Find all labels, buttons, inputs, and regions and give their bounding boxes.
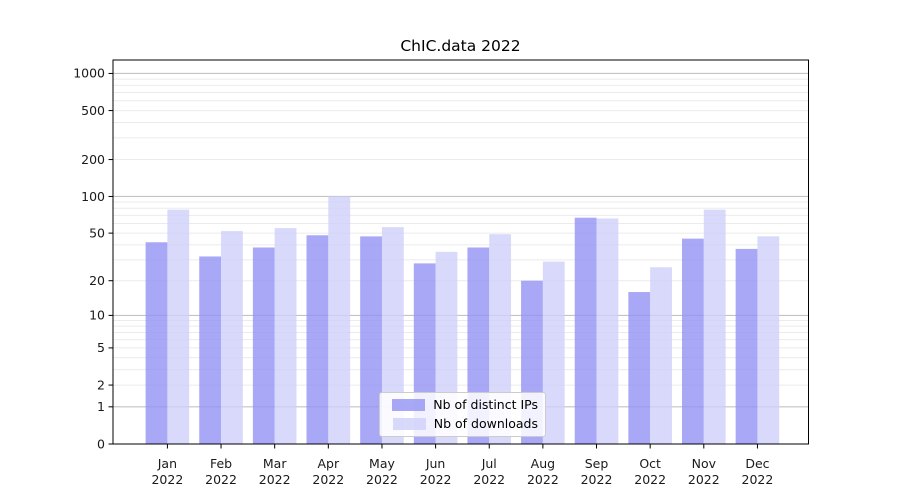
bar-downloads-jan [167, 209, 190, 444]
bar-downloads-nov [703, 209, 726, 444]
x-tick-label: Jun 2022 [420, 456, 452, 487]
y-tick-label: 10 [89, 308, 105, 323]
x-tick-label: Aug 2022 [527, 456, 559, 487]
bar-distinct-ips-mar [252, 247, 275, 444]
y-tick-label: 5 [97, 340, 105, 355]
plot-border [112, 59, 809, 445]
legend-swatch-distinct-ips [392, 399, 426, 411]
bar-distinct-ips-apr [306, 235, 329, 444]
x-tick-label: Apr 2022 [312, 456, 344, 487]
y-tick-label: 0 [97, 436, 105, 451]
y-tick-label: 1 [97, 399, 105, 414]
bar-distinct-ips-feb [199, 256, 222, 444]
bar-distinct-ips-nov [682, 238, 704, 444]
x-tick-label: May 2022 [366, 456, 398, 487]
x-tick-label: Jul 2022 [473, 456, 505, 487]
bar-downloads-feb [221, 231, 243, 444]
x-tick-label: Mar 2022 [259, 456, 291, 487]
bar-distinct-ips-may [360, 236, 382, 444]
legend: Nb of distinct IPs Nb of downloads [379, 392, 546, 437]
y-tick-label: 500 [81, 103, 105, 118]
y-tick-label: 1000 [73, 66, 105, 81]
axes: 0 1 2 5 10 20 50 100 200 500 1000 Jan 2022 Feb 2022 Mar… [73, 59, 809, 487]
bar-distinct-ips-sep [574, 217, 597, 444]
bar-downloads-aug [542, 261, 565, 444]
x-tick-label: Oct 2022 [634, 456, 666, 487]
bar-downloads-jul [489, 234, 512, 444]
y-tick-label: 20 [89, 273, 105, 288]
legend-item-downloads: Nb of downloads [386, 415, 538, 433]
legend-item-distinct-ips: Nb of distinct IPs [386, 396, 538, 414]
legend-swatch-downloads [392, 418, 426, 430]
legend-label-downloads: Nb of downloads [433, 415, 538, 431]
bar-downloads-dec [757, 236, 780, 444]
x-tick-label: Nov 2022 [688, 456, 720, 487]
bar-downloads-sep [596, 218, 619, 444]
x-tick-label: Feb 2022 [205, 456, 237, 487]
bar-distinct-ips-oct [628, 292, 651, 444]
chart-title: ChIC.data 2022 [400, 37, 520, 55]
y-tick-label: 200 [81, 152, 105, 167]
legend-label-distinct-ips: Nb of distinct IPs [433, 396, 538, 412]
x-tick-label: Jan 2022 [151, 456, 183, 487]
x-tick-label: Sep 2022 [581, 456, 613, 487]
bar-distinct-ips-jan [145, 242, 168, 444]
bar-downloads-may [381, 227, 404, 444]
bar-downloads-mar [274, 228, 297, 444]
y-tick-label: 100 [81, 189, 105, 204]
y-tick-label: 50 [89, 225, 105, 240]
bar-downloads-apr [328, 196, 351, 444]
x-tick-label: Dec 2022 [742, 456, 774, 487]
bar-downloads-oct [650, 267, 672, 444]
bar-distinct-ips-dec [735, 248, 758, 444]
y-tick-label: 2 [97, 377, 105, 392]
